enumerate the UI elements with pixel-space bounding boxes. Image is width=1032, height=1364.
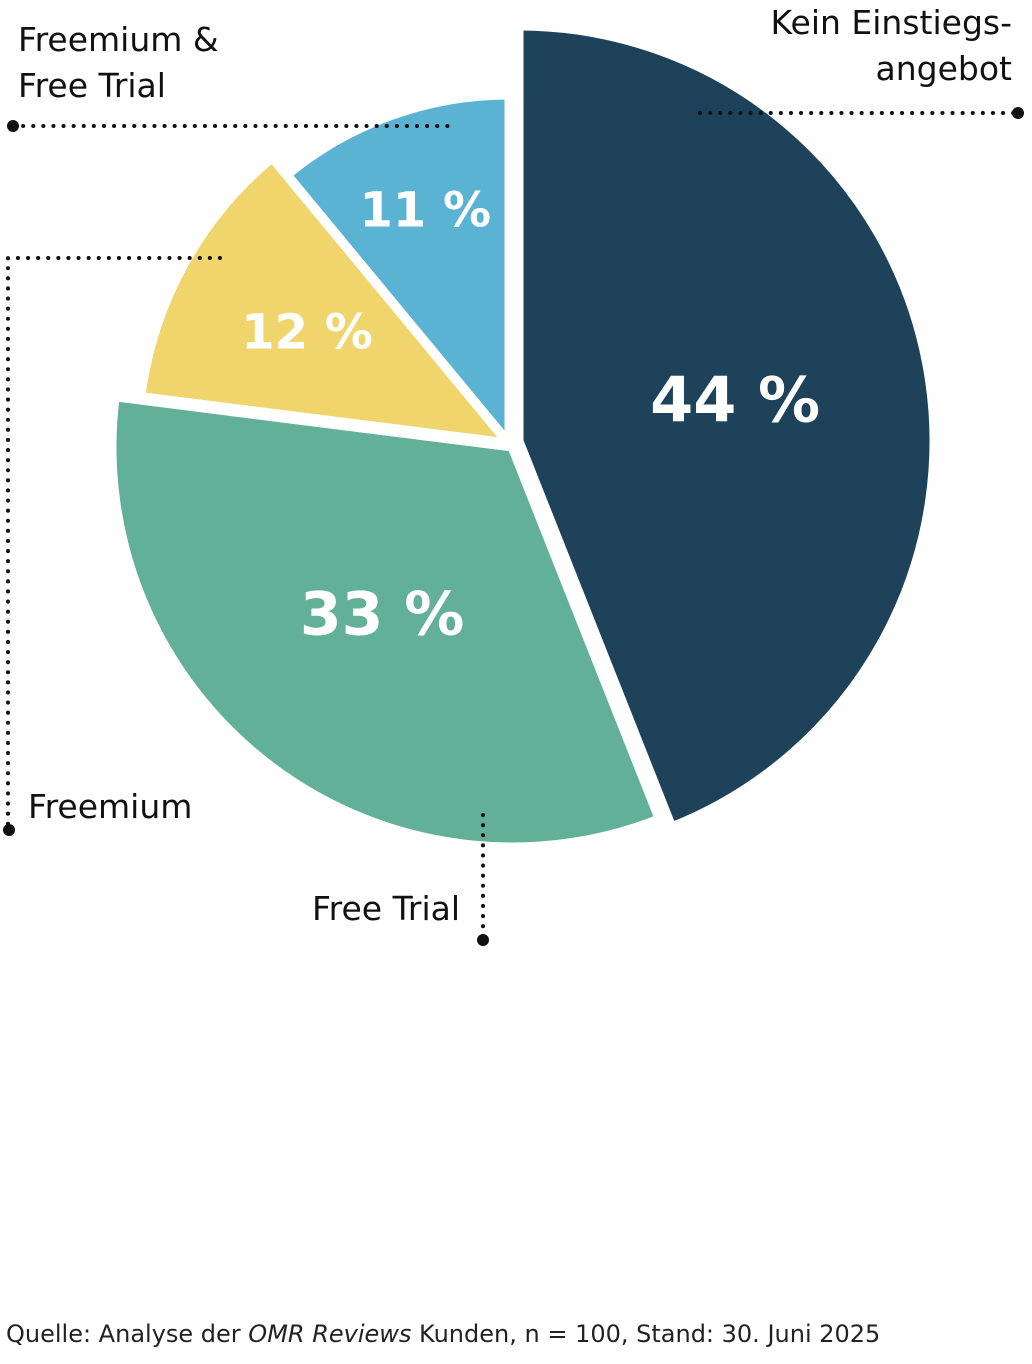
- dot-free-trial: [477, 934, 489, 946]
- label-free-trial: Free Trial: [312, 889, 460, 928]
- pct-label-kein-einstiegsangebot: 44 %: [650, 363, 820, 436]
- source-prefix: Quelle: Analyse der: [6, 1320, 249, 1348]
- leader-freemium: [6, 256, 222, 830]
- pct-label-freemium-free-trial: 11 %: [359, 183, 491, 239]
- source-suffix: Kunden, n = 100, Stand: 30. Juni 2025: [411, 1320, 881, 1348]
- slice-kein-einstiegsangebot: [514, 21, 939, 833]
- slice-freemium: [135, 151, 519, 449]
- label-freemium: Freemium: [28, 787, 192, 826]
- slice-free-trial: [107, 391, 666, 852]
- source-italic: OMR Reviews: [248, 1320, 412, 1348]
- pct-label-freemium: 12 %: [241, 305, 373, 361]
- dot-freemium: [3, 824, 15, 836]
- dot-freemium-free-trial: [7, 120, 19, 132]
- dot-kein-einstiegsangebot: [1012, 107, 1024, 119]
- label-kein-einstiegsangebot: Kein Einstiegs-angebot: [771, 3, 1013, 88]
- pct-label-free-trial: 33 %: [300, 580, 465, 650]
- slice-freemium-free-trial: [280, 90, 514, 456]
- label-freemium-free-trial: Freemium & Free Trial: [18, 20, 219, 105]
- source-note: Quelle: Analyse der OMR Reviews Kunden, …: [6, 1320, 880, 1348]
